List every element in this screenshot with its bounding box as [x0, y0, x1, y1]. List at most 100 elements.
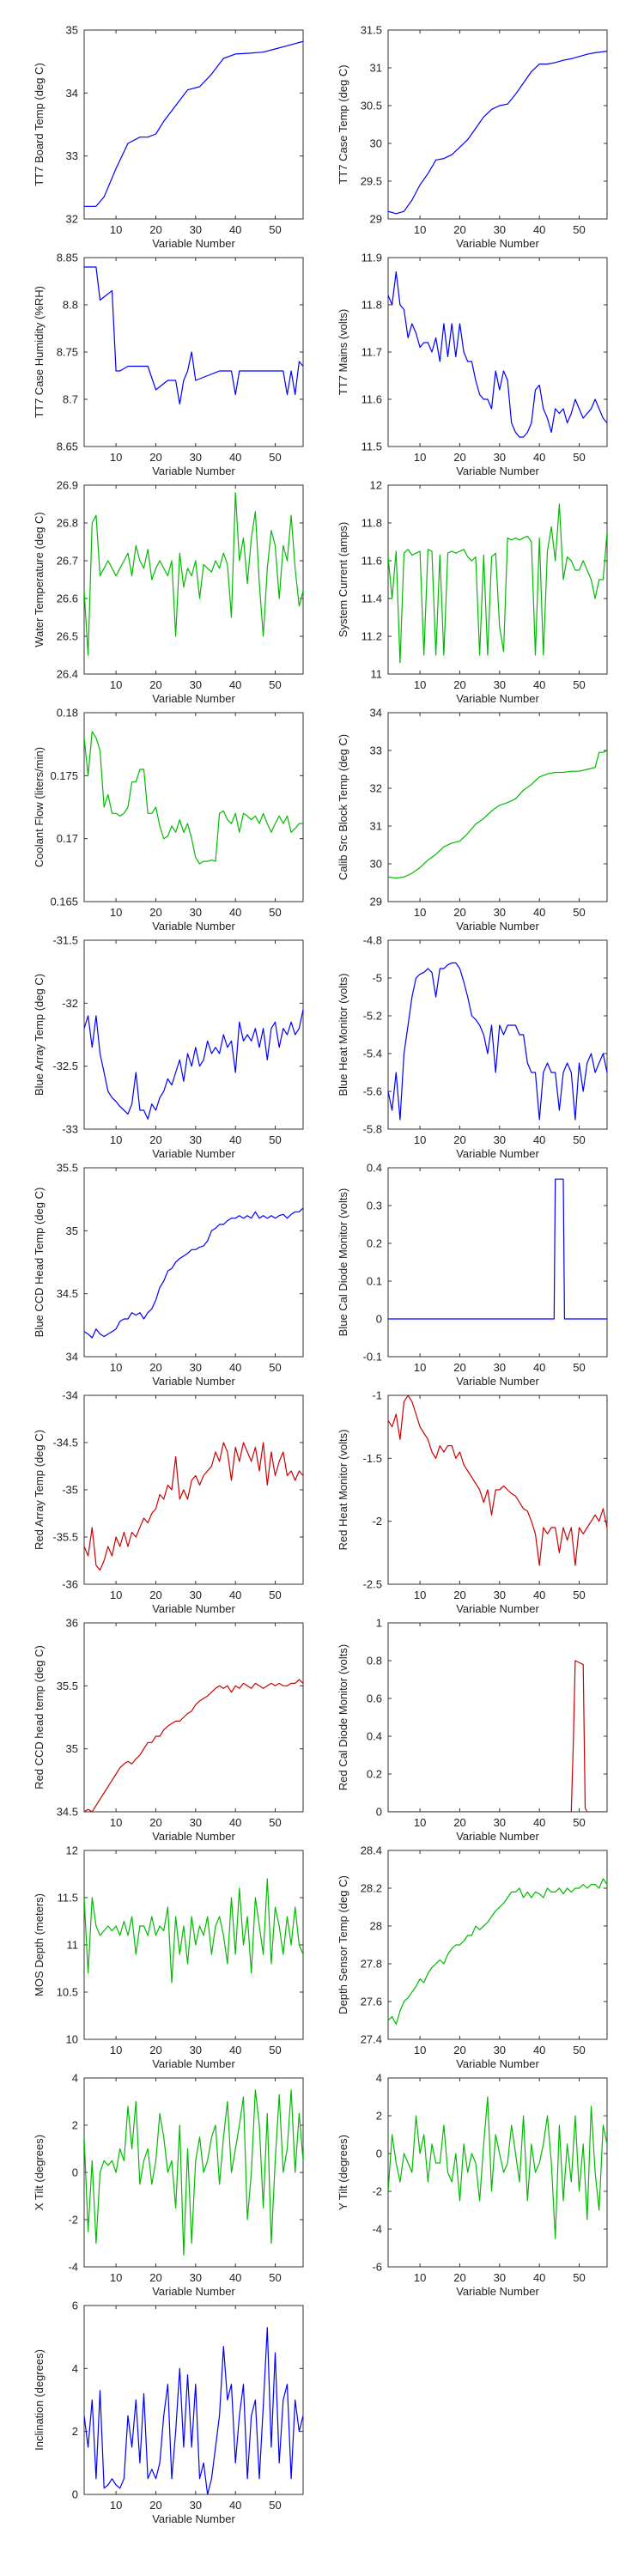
y-tick-label: 11.9	[361, 252, 382, 264]
y-tick-label: 0.1	[367, 1275, 382, 1288]
subplot-16: 10 20 30 40 50 0 0.2 0.4 0.6 0.8 1 Variable Number R…	[337, 1617, 608, 1843]
series-line	[84, 2089, 303, 2256]
subplot-13: 10 20 30 40 50 -36 -35.5 -35 -34.5 -34 Variable Nu…	[33, 1389, 304, 1615]
subplot-21: 10 20 30 40 50 0 2 4 6 Variable Number Inclination…	[33, 2300, 304, 2525]
plot-area	[387, 29, 608, 220]
subplot-1: 10 20 30 40 50 32 33 34 35 Variable Number TT7 Boa…	[33, 24, 304, 250]
subplot-8: 10 20 30 40 50 29 30 31 32 33 34 Variable Number Cal…	[337, 707, 608, 933]
subplot-12: 10 20 30 40 50 -0.1 0 0.1 0.2 0.3 0.4 Variable Numb…	[337, 1162, 608, 1388]
x-tick-label: 40	[533, 906, 545, 919]
subplot-6: 10 20 30 40 50 11 11.2 11.4 11.6 11.8 12 Variable N…	[337, 479, 608, 705]
series-line	[84, 492, 303, 656]
x-tick-label: 40	[229, 2499, 241, 2512]
y-tick-label: -5	[372, 972, 382, 985]
y-tick-label: 4	[376, 2072, 382, 2085]
series-line	[388, 51, 607, 215]
subplot-7: 10 20 30 40 50 0.165 0.17 0.175 0.18 Variable Num…	[33, 707, 304, 933]
y-tick-label: 2	[72, 2119, 78, 2132]
x-tick-label: 30	[190, 2044, 202, 2057]
x-tick-label: 50	[269, 906, 281, 919]
plot-area	[83, 2305, 304, 2495]
y-tick-label: 26.8	[57, 517, 78, 530]
x-axis-label: Variable Number	[152, 2057, 235, 2070]
y-tick-label: 34.5	[57, 1287, 78, 1300]
y-tick-label: -2	[372, 1515, 382, 1528]
x-axis-label: Variable Number	[456, 1830, 539, 1843]
x-tick-label: 10	[414, 678, 426, 691]
series-line	[84, 1442, 303, 1571]
x-tick-label: 10	[110, 678, 122, 691]
series-line	[84, 1679, 303, 1812]
subplot-15: 10 20 30 40 50 34.5 35 35.5 36 Variable Number Red…	[33, 1617, 304, 1843]
x-tick-label: 10	[110, 1361, 122, 1374]
x-tick-label: 30	[190, 1133, 202, 1146]
x-tick-label: 20	[453, 1816, 465, 1829]
plot-area	[83, 257, 304, 447]
x-tick-label: 50	[269, 1361, 281, 1374]
y-tick-label: 11.7	[361, 346, 382, 359]
subplot-2: 10 20 30 40 50 29 29.5 30 30.5 31 31.5 Variable Num…	[337, 24, 608, 250]
y-tick-label: 0.3	[367, 1200, 382, 1212]
y-tick-label: 11.8	[361, 299, 382, 312]
plot-area	[387, 2077, 608, 2268]
x-tick-label: 40	[533, 2271, 545, 2284]
x-tick-label: 10	[414, 1816, 426, 1829]
x-tick-label: 20	[453, 1589, 465, 1601]
x-axis-label: Variable Number	[152, 237, 235, 250]
x-axis-label: Variable Number	[456, 2057, 539, 2070]
x-axis-label: Variable Number	[456, 692, 539, 705]
y-tick-label: -2	[68, 2214, 78, 2227]
x-tick-label: 50	[269, 1133, 281, 1146]
y-tick-label: 0.175	[50, 769, 78, 782]
x-tick-label: 10	[110, 906, 122, 919]
y-tick-label: 30	[370, 137, 382, 150]
y-tick-label: 30.5	[361, 100, 382, 112]
y-tick-label: 32	[370, 782, 382, 795]
y-tick-label: -1	[372, 1389, 382, 1402]
x-tick-label: 30	[190, 1589, 202, 1601]
y-tick-label: 35	[66, 24, 78, 37]
y-tick-label: 0.8	[367, 1655, 382, 1668]
x-tick-label: 30	[190, 223, 202, 236]
y-axis-label: Red Cal Diode Monitor (volts)	[337, 1644, 349, 1791]
x-tick-label: 50	[269, 451, 281, 464]
x-tick-label: 50	[573, 1589, 585, 1601]
y-tick-label: -2.5	[363, 1578, 382, 1591]
y-tick-label: -0.1	[363, 1351, 382, 1364]
y-tick-label: 0.4	[367, 1162, 382, 1175]
y-tick-label: 11	[67, 1939, 79, 1952]
x-tick-label: 20	[149, 1589, 161, 1601]
y-tick-label: 34	[370, 707, 382, 720]
x-tick-label: 10	[414, 223, 426, 236]
x-tick-label: 30	[494, 2044, 506, 2057]
x-axis-label: Variable Number	[456, 1375, 539, 1388]
x-tick-label: 20	[453, 906, 465, 919]
y-axis-label: MOS Depth (meters)	[33, 1893, 46, 1996]
y-axis-label: X Tilt (degrees)	[33, 2135, 46, 2210]
y-tick-label: 8.7	[63, 393, 78, 406]
x-tick-label: 40	[229, 451, 241, 464]
x-tick-label: 50	[573, 906, 585, 919]
y-tick-label: 0.4	[367, 1730, 382, 1743]
y-tick-label: 12	[66, 1844, 78, 1857]
x-axis-label: Variable Number	[152, 465, 235, 477]
x-tick-label: 30	[494, 2271, 506, 2284]
y-tick-label: -34	[62, 1389, 78, 1402]
y-tick-label: 2	[376, 2110, 382, 2123]
plot-area	[387, 939, 608, 1130]
x-tick-label: 20	[149, 223, 161, 236]
y-tick-label: 29	[370, 213, 382, 226]
x-tick-label: 40	[229, 906, 241, 919]
x-tick-label: 10	[110, 2044, 122, 2057]
y-axis-label: Blue CCD Head Temp (deg C)	[33, 1188, 46, 1338]
series-line	[84, 731, 303, 865]
y-axis-label: Depth Sensor Temp (deg C)	[337, 1875, 349, 2014]
y-tick-label: -34.5	[52, 1437, 78, 1449]
x-tick-label: 50	[269, 1816, 281, 1829]
y-tick-label: -35	[62, 1484, 78, 1497]
x-tick-label: 30	[494, 1589, 506, 1601]
x-tick-label: 20	[149, 1361, 161, 1374]
series-line	[388, 962, 607, 1121]
x-tick-label: 20	[149, 678, 161, 691]
